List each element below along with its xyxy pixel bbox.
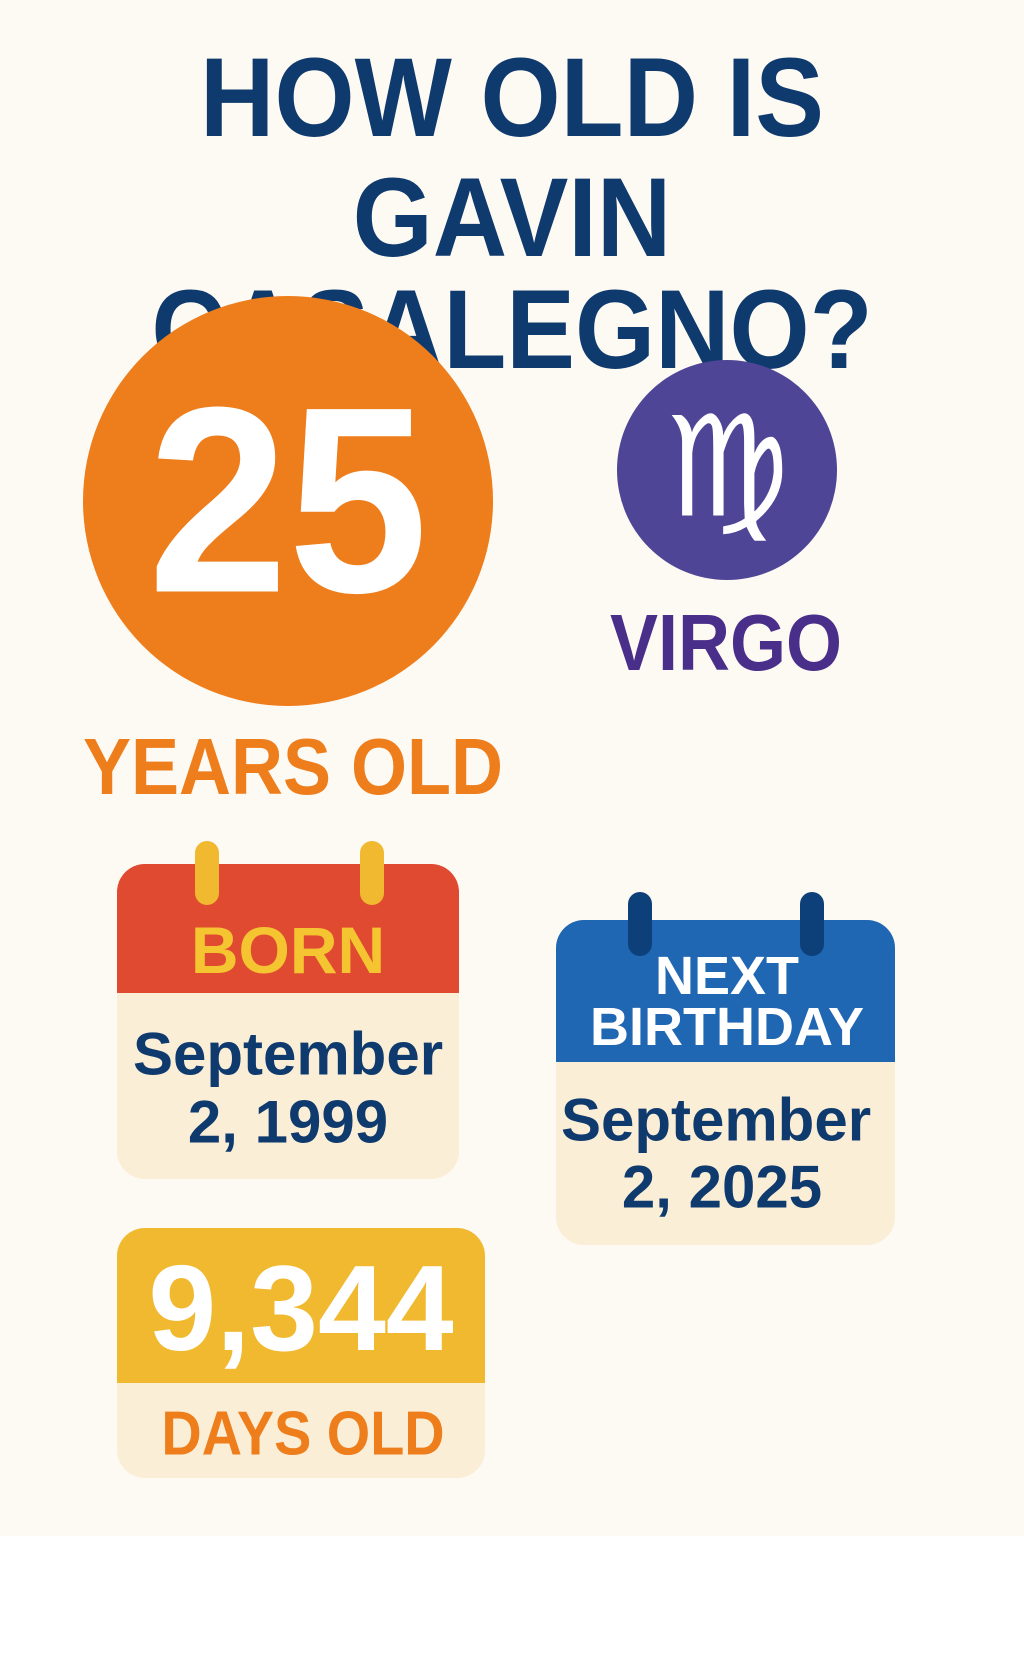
days-value: 9,344 [148,1240,454,1376]
next-birthday-header-line-1: NEXT [654,946,800,1006]
next-birthday-date-line-1: September [560,1086,872,1154]
zodiac-label: VIRGO [609,598,843,687]
days-label: DAYS OLD [161,1399,445,1469]
calendar-ring-icon [800,892,824,956]
born-date-line-1: September [132,1020,444,1088]
next-birthday-calendar [556,920,895,1245]
next-birthday-header-line-2: BIRTHDAY [589,997,865,1057]
born-header [117,864,459,993]
age-circle [83,296,493,706]
title-line-1: HOW OLD IS [200,35,824,160]
days-header [117,1228,485,1383]
born-header-label: BORN [190,913,386,987]
next-birthday-date-line-2: 2, 2025 [621,1153,823,1221]
calendar-ring-icon [360,841,384,905]
days-box [117,1228,485,1478]
age-label: YEARS OLD [82,722,504,811]
born-calendar [117,864,459,1179]
born-date-line-2: 2, 1999 [187,1088,389,1156]
virgo-icon: ♍ [664,386,790,550]
next-birthday-header [556,920,895,1062]
zodiac-circle [617,360,837,580]
calendar-ring-icon [628,892,652,956]
age-value: 25 [147,352,429,649]
calendar-ring-icon [195,841,219,905]
